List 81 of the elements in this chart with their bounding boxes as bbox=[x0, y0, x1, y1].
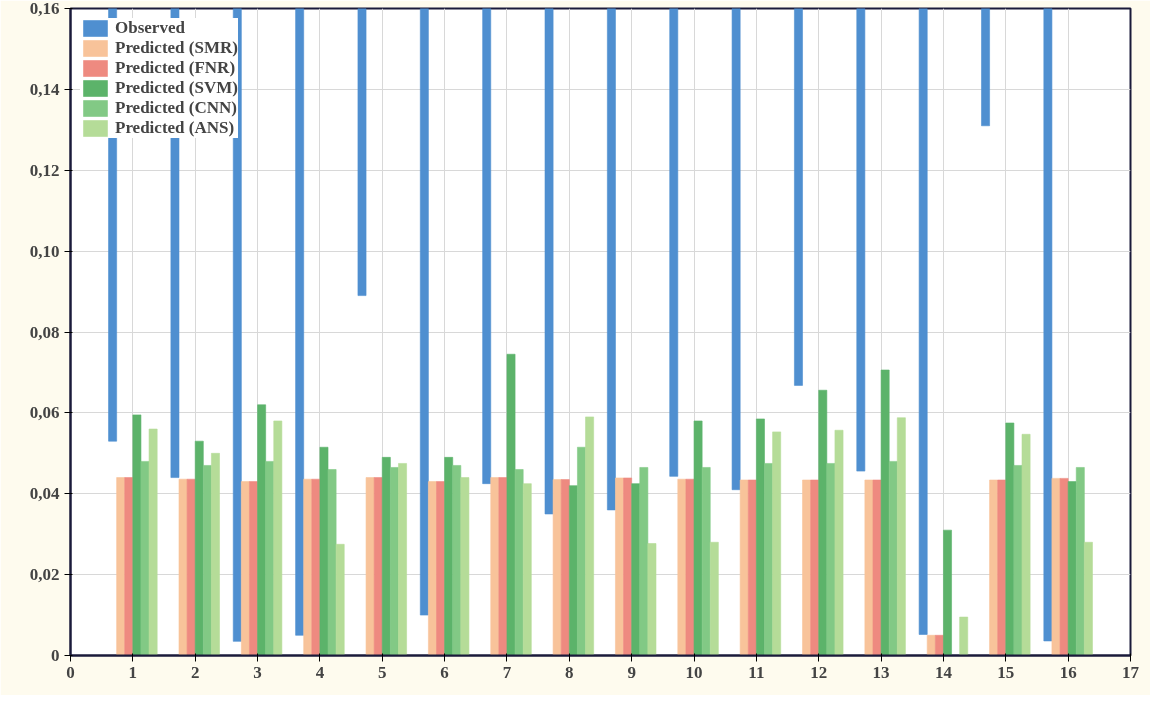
legend-label: Predicted (FNR) bbox=[115, 58, 236, 78]
bar bbox=[918, 8, 928, 635]
bar bbox=[701, 466, 711, 656]
bar bbox=[506, 353, 516, 656]
bar bbox=[942, 529, 953, 656]
x-tick-label: 12 bbox=[810, 662, 828, 682]
x-tick-label: 2 bbox=[190, 662, 200, 682]
bar bbox=[319, 446, 329, 656]
bar bbox=[731, 8, 741, 491]
bar bbox=[273, 420, 283, 656]
x-tick-label: 16 bbox=[1059, 662, 1077, 682]
bar bbox=[1005, 422, 1015, 656]
x-tick-label: 13 bbox=[872, 662, 890, 682]
bar bbox=[460, 477, 470, 656]
x-tick-label: 4 bbox=[315, 662, 325, 682]
bar bbox=[1021, 433, 1031, 656]
bar bbox=[693, 420, 703, 656]
bar bbox=[482, 8, 492, 485]
legend-label: Predicted (CNN) bbox=[115, 98, 237, 118]
x-tick-label: 6 bbox=[440, 662, 449, 682]
bar bbox=[647, 542, 657, 656]
bar bbox=[1067, 481, 1077, 656]
legend-label: Predicted (ANS) bbox=[115, 118, 235, 138]
y-tick-label: 0 bbox=[51, 646, 60, 665]
bar bbox=[419, 8, 429, 616]
x-tick-label: 8 bbox=[565, 662, 574, 682]
y-tick-label: 0,12 bbox=[29, 160, 60, 180]
bar bbox=[1075, 466, 1085, 656]
bar bbox=[148, 428, 158, 656]
x-tick-label: 17 bbox=[1122, 662, 1140, 682]
bar bbox=[132, 414, 142, 656]
bar bbox=[639, 466, 649, 656]
bar bbox=[896, 417, 906, 656]
y-tick-label: 0,10 bbox=[29, 241, 60, 261]
x-tick-label: 10 bbox=[685, 662, 703, 682]
x-tick-label: 0 bbox=[66, 662, 75, 682]
legend-label: Predicted (SVM) bbox=[115, 78, 238, 98]
bar bbox=[880, 369, 890, 656]
y-tick-label: 0,02 bbox=[29, 565, 60, 585]
bar bbox=[834, 429, 844, 656]
bar bbox=[959, 616, 969, 656]
y-tick-label: 0,08 bbox=[29, 322, 60, 342]
x-tick-label: 1 bbox=[128, 662, 138, 682]
x-tick-label: 7 bbox=[502, 662, 512, 682]
x-tick-label: 3 bbox=[253, 662, 262, 682]
bar bbox=[1083, 541, 1093, 656]
bar bbox=[335, 543, 345, 656]
bar bbox=[295, 8, 305, 636]
bar bbox=[397, 462, 408, 656]
bar bbox=[365, 477, 375, 656]
y-tick-label: 0,06 bbox=[29, 403, 60, 423]
bar bbox=[606, 8, 616, 511]
bar bbox=[772, 431, 782, 656]
bar bbox=[257, 404, 267, 656]
bar bbox=[980, 8, 991, 127]
bar bbox=[709, 541, 719, 656]
x-tick-label: 15 bbox=[997, 662, 1015, 682]
bar bbox=[585, 416, 595, 656]
bar bbox=[186, 478, 196, 656]
bar bbox=[552, 479, 562, 656]
bar bbox=[818, 389, 828, 656]
bar bbox=[210, 452, 221, 656]
y-tick-label: 0,16 bbox=[29, 0, 60, 18]
bar bbox=[544, 8, 554, 515]
x-tick-label: 9 bbox=[627, 662, 636, 682]
x-tick-label: 5 bbox=[378, 662, 387, 682]
x-tick-label: 14 bbox=[934, 662, 953, 682]
bar bbox=[357, 8, 367, 297]
bar bbox=[514, 468, 524, 656]
x-tick-label: 11 bbox=[748, 662, 765, 682]
legend-label: Predicted (SMR) bbox=[115, 38, 238, 58]
bar bbox=[856, 8, 866, 472]
y-tick-label: 0,14 bbox=[29, 79, 60, 99]
y-tick-label: 0,04 bbox=[29, 484, 60, 504]
bar bbox=[1043, 8, 1053, 642]
bar bbox=[669, 8, 679, 477]
legend-label: Observed bbox=[115, 18, 185, 38]
bar bbox=[522, 483, 532, 656]
bar bbox=[327, 468, 337, 656]
bar bbox=[793, 8, 804, 386]
bar bbox=[755, 418, 765, 656]
